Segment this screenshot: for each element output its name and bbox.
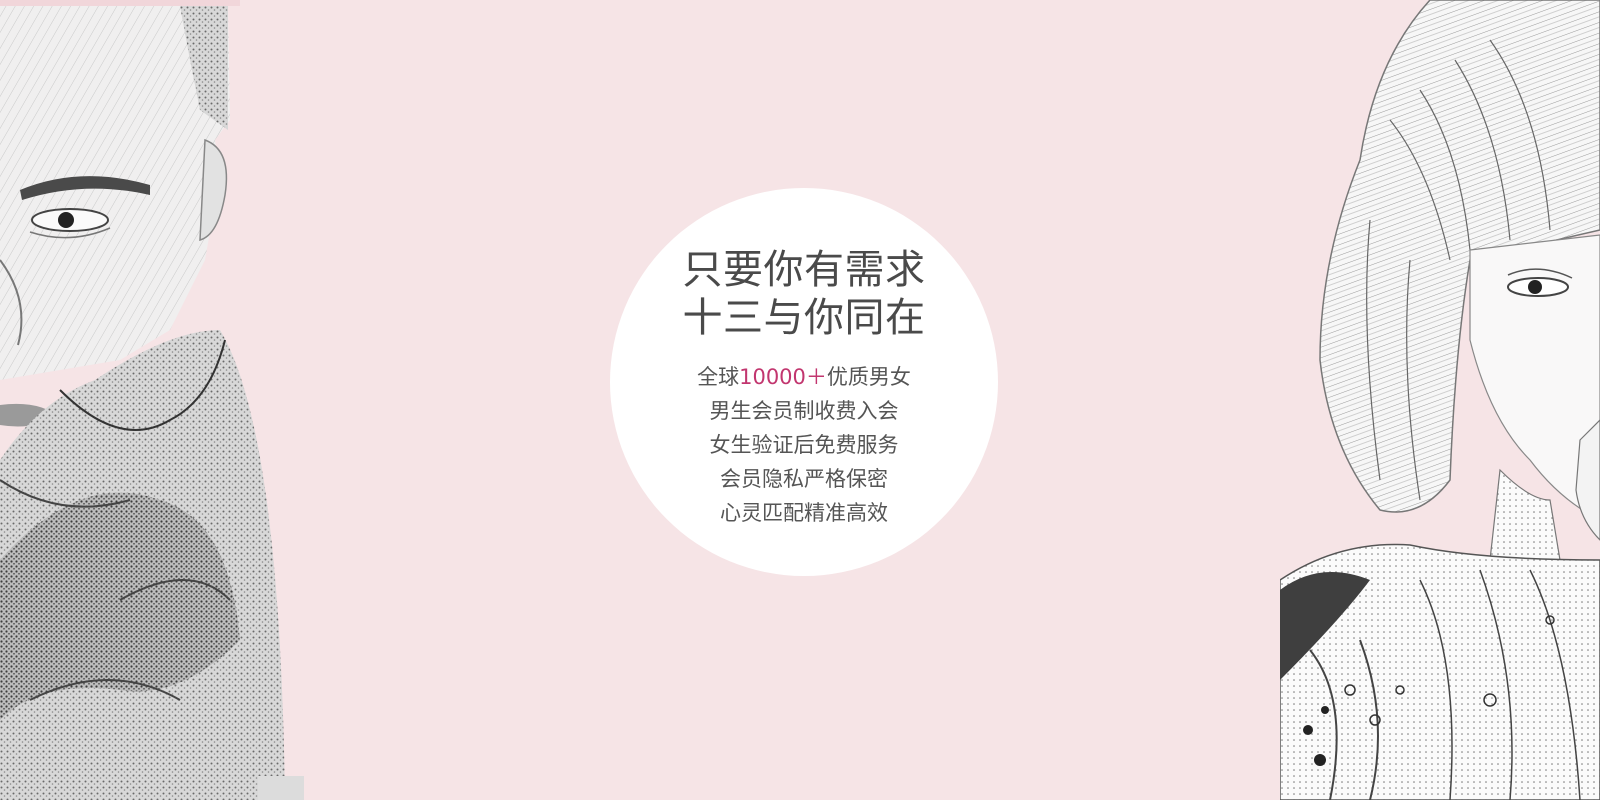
left-sketch-illustration [0, 0, 310, 800]
feature-item: 会员隐私严格保密 [720, 467, 888, 491]
sketch-portrait-woman-icon [1280, 0, 1600, 800]
stat-suffix: 优质男女 [826, 365, 911, 389]
member-stat: 全球10000＋优质男女 [610, 360, 998, 394]
feature-list: 全球10000＋优质男女 男生会员制收费入会 女生验证后免费服务 会员隐私严格保… [610, 360, 998, 530]
headline-line-2: 十三与你同在 [682, 295, 926, 341]
top-accent-line [0, 0, 240, 6]
right-sketch-illustration [1280, 0, 1600, 800]
feature-item: 男生会员制收费入会 [709, 399, 899, 423]
headline-line-1: 只要你有需求 [682, 247, 926, 293]
feature-item: 女生验证后免费服务 [709, 433, 899, 457]
stat-prefix: 全球 [697, 365, 740, 389]
bottom-tab-block [258, 776, 304, 800]
feature-item: 心灵匹配精准高效 [720, 501, 888, 525]
intro-circle: 只要你有需求 十三与你同在 全球10000＋优质男女 男生会员制收费入会 女生验… [610, 188, 998, 576]
stat-plus: ＋ [805, 365, 827, 389]
sketch-portrait-man-icon [0, 6, 285, 800]
stat-number: 10000 [739, 365, 806, 389]
headline: 只要你有需求 十三与你同在 [610, 246, 998, 342]
